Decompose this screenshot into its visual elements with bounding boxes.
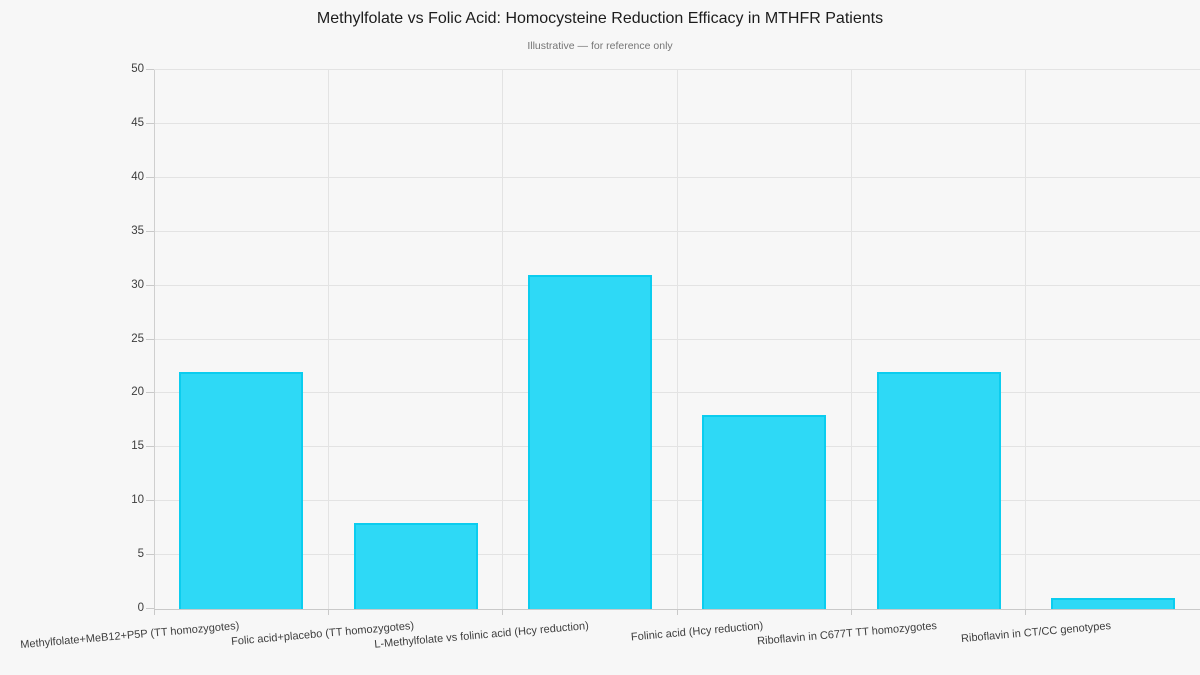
chart-title: Methylfolate vs Folic Acid: Homocysteine… — [316, 10, 884, 27]
y-tick — [146, 500, 154, 502]
y-tick-label: 45 — [131, 116, 144, 129]
x-gridline — [850, 70, 852, 609]
y-tick — [146, 446, 154, 448]
y-tick-label: 50 — [131, 63, 144, 75]
y-tick — [146, 284, 154, 286]
y-tick — [146, 176, 154, 178]
x-tick — [1025, 609, 1027, 615]
x-tick — [676, 609, 678, 615]
y-tick-label: 30 — [131, 278, 144, 291]
x-axis-line — [154, 609, 1200, 610]
x-tick-label: Methylfolate+MeB12+P5P (TT homozygotes) — [20, 620, 241, 652]
y-tick-label: 5 — [137, 548, 144, 561]
y-axis-line — [154, 70, 155, 609]
x-tick — [327, 609, 329, 615]
bar — [179, 371, 304, 609]
y-tick — [146, 338, 154, 340]
y-tick — [146, 554, 154, 556]
x-tick-label: Riboflavin in C677T TT homozygotes — [756, 620, 938, 648]
y-tick — [146, 392, 154, 394]
chart-subtitle: Illustrative — for reference only — [527, 40, 673, 52]
y-tick-label: 25 — [131, 332, 144, 345]
bar — [527, 274, 652, 609]
x-tick — [502, 609, 504, 615]
x-tick-label: Folinic acid (Hcy reduction) — [630, 620, 764, 644]
x-tick — [153, 609, 155, 615]
x-gridline — [1025, 70, 1027, 609]
y-tick-label: 40 — [131, 170, 144, 183]
bar — [702, 414, 827, 609]
y-tick-label: 15 — [131, 440, 144, 453]
x-gridline — [327, 70, 329, 609]
bar — [876, 371, 1001, 609]
y-tick — [146, 122, 154, 124]
x-tick-label: Riboflavin in CT/CC genotypes — [961, 620, 1112, 646]
y-tick-label: 10 — [131, 494, 144, 507]
y-tick — [146, 69, 154, 70]
bar — [353, 522, 478, 609]
y-tick-label: 20 — [131, 386, 144, 399]
y-tick — [146, 608, 154, 609]
y-tick-label: 0 — [137, 602, 144, 614]
x-tick — [850, 609, 852, 615]
y-gridline — [154, 69, 1200, 70]
bar — [1050, 598, 1175, 609]
x-gridline — [676, 70, 678, 609]
y-tick — [146, 230, 154, 232]
y-tick-label: 35 — [131, 224, 144, 237]
x-gridline — [502, 70, 504, 609]
